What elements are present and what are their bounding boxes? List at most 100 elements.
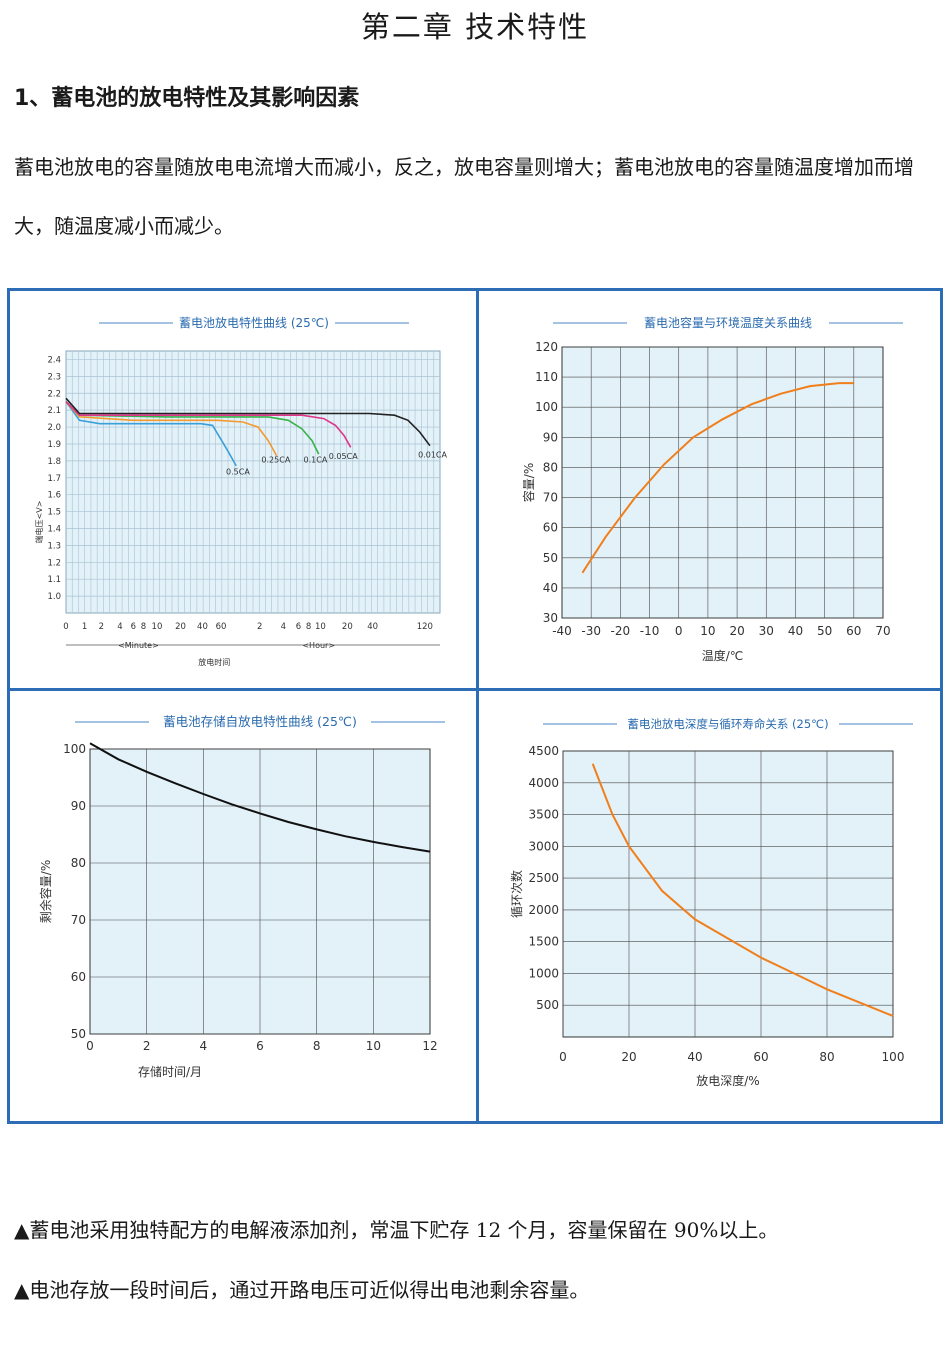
- series-line: [65, 401, 278, 457]
- x-tick-label: 10: [700, 624, 715, 638]
- note-ocv: ▲电池存放一段时间后，通过开路电压可近似得出电池剩余容量。: [14, 1278, 590, 1302]
- y-tick-label: 2.3: [47, 372, 61, 382]
- x-tick-label: 50: [817, 624, 832, 638]
- y-axis-title: 剩余容量/%: [38, 860, 53, 923]
- y-tick-label: 1.5: [47, 508, 61, 518]
- y-tick-label: 50: [71, 1027, 86, 1041]
- x-tick-label: 10: [315, 622, 326, 632]
- x-tick-label: 20: [342, 622, 353, 632]
- x-axis-title: 存储时间/月: [138, 1064, 202, 1079]
- chart-temperature: 蓄电池容量与环境温度关系曲线 -40 -30 -20 -10 0 10 20 30 40 50 60 7…: [521, 315, 903, 663]
- chart-grid: 蓄电池放电特性曲线 (25℃) 2.4 2.3 2.2 2.1 2.0 1.9 1.8 1.7 1…: [7, 288, 943, 1124]
- y-tick-label: 1.8: [47, 457, 61, 467]
- x-tick-label: 1: [82, 622, 87, 632]
- x-tick-label: 20: [729, 624, 744, 638]
- series-line: [591, 763, 894, 1017]
- x-tick-label: 2: [99, 622, 104, 632]
- x-tick-label: 20: [175, 622, 186, 632]
- x-tick-label: 40: [367, 622, 378, 632]
- x-tick-label: 100: [882, 1050, 905, 1064]
- y-tick-label: 3500: [528, 808, 559, 822]
- x-unit-label: <Hour>: [302, 641, 335, 650]
- x-tick-label: -20: [611, 624, 631, 638]
- x-tick-label: -30: [581, 624, 601, 638]
- y-tick-label: 2500: [528, 871, 559, 885]
- y-tick-label: 60: [543, 521, 558, 535]
- plot-area: [562, 750, 894, 1038]
- y-tick-label: 500: [536, 998, 559, 1012]
- x-tick-label: 8: [141, 622, 146, 632]
- y-tick-label: 1.1: [47, 575, 61, 585]
- series-line: [65, 397, 431, 447]
- y-tick-label: 90: [543, 430, 558, 444]
- chart-title: 蓄电池放电深度与循环寿命关系 (25℃): [627, 717, 828, 731]
- x-tick-label: 10: [152, 622, 163, 632]
- x-tick-label: 30: [759, 624, 774, 638]
- y-tick-label: 2.0: [47, 423, 61, 433]
- series-line: [65, 401, 237, 467]
- series-label: 0.5CA: [226, 467, 250, 476]
- panel-divider-horizontal: [10, 688, 940, 691]
- y-tick-label: 70: [71, 913, 86, 927]
- series-line: [65, 401, 352, 448]
- y-tick-label: 2.2: [47, 389, 61, 399]
- x-tick-label: 60: [216, 622, 227, 632]
- x-tick-label: 2: [143, 1039, 151, 1053]
- y-tick-label: 4000: [528, 776, 559, 790]
- series-label: 0.01CA: [418, 450, 447, 459]
- y-tick-label: 100: [535, 400, 558, 414]
- y-tick-label: 80: [71, 856, 86, 870]
- x-tick-label: 4: [200, 1039, 208, 1053]
- x-tick-label: 6: [296, 622, 301, 632]
- x-tick-label: 40: [197, 622, 208, 632]
- series-label: 0.25CA: [261, 456, 290, 465]
- x-tick-label: -40: [552, 624, 572, 638]
- y-axis-title: 容量/%: [521, 463, 536, 502]
- x-tick-label: 80: [819, 1050, 834, 1064]
- y-tick-label: 50: [543, 551, 558, 565]
- x-tick-label: 4: [281, 622, 286, 632]
- chart-title: 蓄电池放电特性曲线 (25℃): [179, 315, 329, 330]
- chapter-title: 第二章 技术特性: [360, 10, 590, 44]
- y-tick-label: 4500: [528, 744, 559, 758]
- x-axis-title: 放电时间: [198, 657, 230, 667]
- y-tick-label: 1500: [528, 935, 559, 949]
- section-heading: 1、蓄电池的放电特性及其影响因素: [14, 86, 360, 111]
- chart-discharge: 蓄电池放电特性曲线 (25℃) 2.4 2.3 2.2 2.1 2.0 1.9 1.8 1.7 1…: [34, 315, 447, 667]
- x-tick-label: -10: [640, 624, 660, 638]
- x-tick-label: 60: [753, 1050, 768, 1064]
- y-tick-label: 1.2: [47, 558, 61, 568]
- y-tick-label: 60: [71, 970, 86, 984]
- x-tick-label: 60: [846, 624, 861, 638]
- y-tick-label: 1.6: [47, 491, 61, 501]
- y-tick-label: 1.4: [47, 524, 61, 534]
- y-tick-label: 30: [543, 611, 558, 625]
- x-tick-label: 0: [63, 622, 68, 632]
- chart-self-discharge: 蓄电池存储自放电特性曲线 (25℃) 0 2 4 6 8 10 12 50 60 70 80 90 100…: [38, 714, 445, 1079]
- x-axis-title: 放电深度/%: [696, 1073, 759, 1088]
- y-tick-label: 1.7: [47, 474, 61, 484]
- x-tick-label: 8: [313, 1039, 321, 1053]
- x-tick-label: 12: [422, 1039, 437, 1053]
- series-label: 0.05CA: [329, 452, 358, 461]
- x-tick-label: 70: [875, 624, 890, 638]
- x-tick-label: 120: [417, 622, 433, 632]
- y-tick-label: 70: [543, 491, 558, 505]
- panel-divider-vertical: [476, 291, 479, 1121]
- x-tick-label: 6: [131, 622, 136, 632]
- x-tick-label: 20: [621, 1050, 636, 1064]
- series-label: 0.1CA: [304, 456, 328, 465]
- x-axis-title: 温度/℃: [702, 648, 744, 663]
- y-tick-label: 1.9: [47, 440, 61, 450]
- x-tick-label: 40: [687, 1050, 702, 1064]
- series-line: [581, 382, 854, 574]
- y-tick-label: 1.3: [47, 541, 61, 551]
- intro-paragraph: 蓄电池放电的容量随放电电流增大而减小，反之，放电容量则增大；蓄电池放电的容量随温…: [14, 155, 914, 238]
- y-tick-label: 3000: [528, 839, 559, 853]
- x-tick-label: 8: [306, 622, 311, 632]
- y-axis-title: 循环次数: [509, 870, 524, 918]
- y-tick-label: 2.1: [47, 406, 61, 416]
- y-tick-label: 90: [71, 799, 86, 813]
- x-tick-label: 2: [257, 622, 262, 632]
- plot-area: [561, 346, 884, 619]
